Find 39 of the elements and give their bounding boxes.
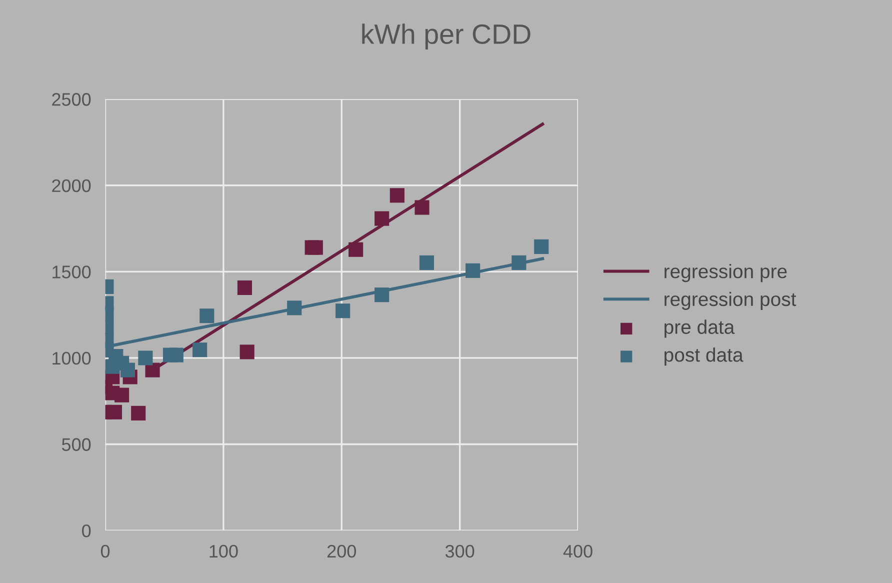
point bbox=[414, 200, 430, 215]
point bbox=[200, 308, 214, 324]
point bbox=[348, 242, 364, 257]
x-tick-label: 400 bbox=[563, 544, 592, 558]
point bbox=[374, 288, 390, 302]
point bbox=[192, 342, 208, 358]
point bbox=[105, 359, 120, 374]
legend-label: pre data bbox=[664, 320, 735, 338]
point bbox=[287, 300, 302, 316]
legend-label: regression pre bbox=[664, 264, 787, 282]
y-tick-label: 1000 bbox=[52, 352, 91, 365]
point bbox=[145, 362, 160, 378]
point bbox=[308, 240, 323, 255]
x-tick-label: 300 bbox=[445, 544, 474, 558]
point bbox=[131, 406, 146, 420]
y-tick-label: 2500 bbox=[52, 93, 91, 106]
point bbox=[138, 350, 153, 366]
point bbox=[240, 344, 254, 360]
y-tick-label: 2000 bbox=[52, 179, 91, 192]
x-tick-label: 100 bbox=[210, 544, 238, 558]
legend-label: regression post bbox=[664, 292, 796, 310]
chart-title: kWh per CDD bbox=[362, 24, 530, 50]
point bbox=[107, 404, 122, 420]
point bbox=[114, 388, 130, 402]
point bbox=[237, 280, 252, 296]
point bbox=[534, 239, 549, 254]
point bbox=[374, 211, 390, 226]
y-tick-label: 1500 bbox=[52, 266, 91, 278]
legend-label: post data bbox=[664, 348, 744, 366]
point bbox=[512, 255, 526, 270]
y-tick-label: 0 bbox=[82, 524, 91, 538]
point bbox=[162, 348, 178, 362]
point bbox=[336, 304, 350, 318]
point bbox=[390, 188, 404, 203]
x-tick-label: 200 bbox=[327, 544, 356, 558]
x-tick-label: 0 bbox=[100, 544, 110, 558]
y-tick-label: 500 bbox=[62, 438, 91, 451]
point bbox=[419, 255, 434, 270]
point bbox=[466, 263, 480, 278]
